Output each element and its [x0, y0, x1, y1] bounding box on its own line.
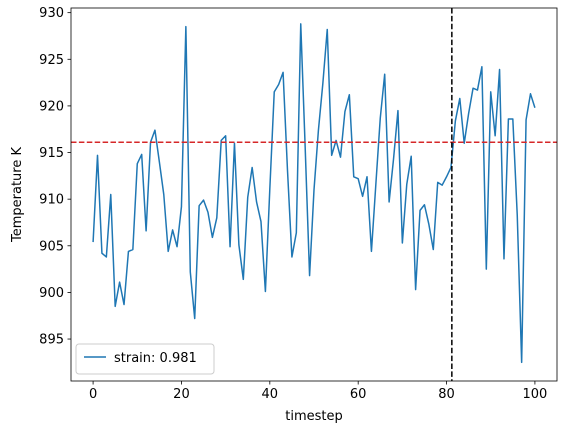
y-tick-label: 920: [39, 99, 64, 114]
series-line-0: [92, 23, 536, 364]
x-tick-label: 100: [522, 387, 547, 402]
y-tick-label: 900: [39, 286, 64, 301]
x-tick-label: 0: [89, 387, 97, 402]
y-tick-label: 930: [39, 6, 64, 21]
y-axis-label: Temperature K: [10, 147, 25, 243]
legend: strain: 0.981: [75, 343, 215, 375]
plot-frame: [70, 7, 558, 382]
y-tick-label: 895: [39, 333, 64, 348]
legend-box: [75, 343, 215, 375]
legend-label: strain: 0.981: [114, 351, 197, 366]
y-tick-label: 925: [39, 53, 64, 68]
y-tick-label: 915: [39, 146, 64, 161]
x-tick-label: 60: [350, 387, 367, 402]
x-axis-label: timestep: [285, 409, 343, 424]
data-layer: [71, 8, 557, 381]
x-tick-label: 80: [438, 387, 455, 402]
y-tick-label: 910: [39, 193, 64, 208]
tick-layer: 0 20 40 60 80 100 895 900 905 910 915 920 925 930: [39, 6, 547, 402]
x-tick-label: 40: [262, 387, 279, 402]
y-tick-label: 905: [39, 239, 64, 254]
x-tick-label: 20: [173, 387, 190, 402]
